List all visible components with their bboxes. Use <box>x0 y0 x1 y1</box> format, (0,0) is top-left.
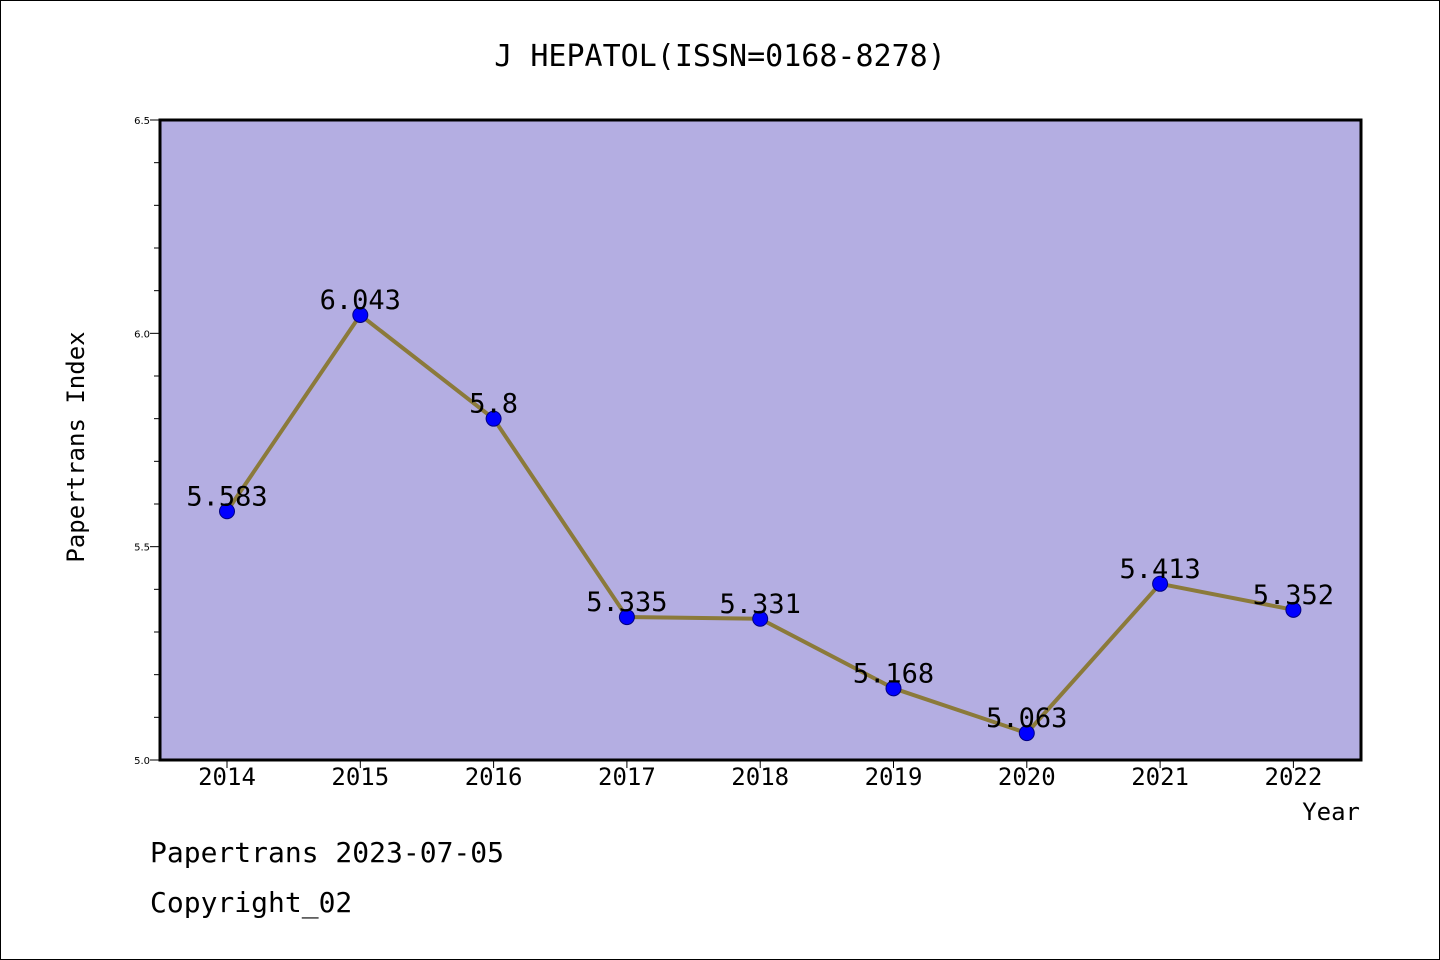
y-tick-label: 6.5 <box>134 116 150 127</box>
x-tick-label: 2018 <box>731 763 789 791</box>
data-point <box>485 410 502 427</box>
data-label: 5.352 <box>1253 580 1334 611</box>
x-tick-label: 2021 <box>1131 763 1189 791</box>
data-label: 5.063 <box>986 703 1067 734</box>
data-point <box>885 680 902 697</box>
x-tick-label: 2015 <box>331 763 389 791</box>
data-point <box>618 609 635 626</box>
x-tick-label: 2020 <box>998 763 1056 791</box>
x-tick-label: 2016 <box>465 763 523 791</box>
y-axis-label: Papertrans Index <box>62 331 90 562</box>
data-label: 5.583 <box>186 481 267 512</box>
data-point <box>219 503 235 520</box>
data-label: 5.168 <box>853 658 934 689</box>
chart-title: J HEPATOL(ISSN=0168-8278) <box>494 39 946 74</box>
x-tick-label: 2019 <box>865 763 923 791</box>
x-axis-label: Year <box>1302 798 1360 826</box>
footer-copyright: Copyright_02 <box>150 886 353 919</box>
data-point <box>1018 725 1035 742</box>
x-tick-label: 2017 <box>598 763 656 791</box>
x-tick-label: 2014 <box>198 763 256 791</box>
x-tick-label: 2022 <box>1265 763 1323 791</box>
y-tick-label: 6.0 <box>134 329 150 340</box>
data-point <box>1285 601 1302 618</box>
y-tick-label: 5.5 <box>134 543 150 554</box>
footer-date: Papertrans 2023-07-05 <box>150 836 505 869</box>
data-labels: 5.583 6.043 5.8 5.335 5.331 5.168 5.063 5.413 5.… <box>186 285 1334 734</box>
data-point <box>352 306 369 323</box>
data-label: 5.335 <box>586 587 667 618</box>
data-label: 5.8 <box>469 389 518 420</box>
x-axis-ticks: 2014 2015 2016 2017 2018 2019 2020 2021 2022 <box>198 760 1322 791</box>
plot-area <box>158 118 1363 762</box>
data-label: 6.043 <box>320 285 401 316</box>
y-axis-ticks: 5.0 5.5 6.0 6.5 <box>134 116 160 767</box>
y-tick-label: 5.0 <box>134 756 150 767</box>
data-point <box>752 610 769 627</box>
data-points <box>219 306 1302 742</box>
data-label: 5.331 <box>720 589 801 620</box>
data-label: 5.413 <box>1119 554 1200 585</box>
data-point <box>1152 575 1169 592</box>
